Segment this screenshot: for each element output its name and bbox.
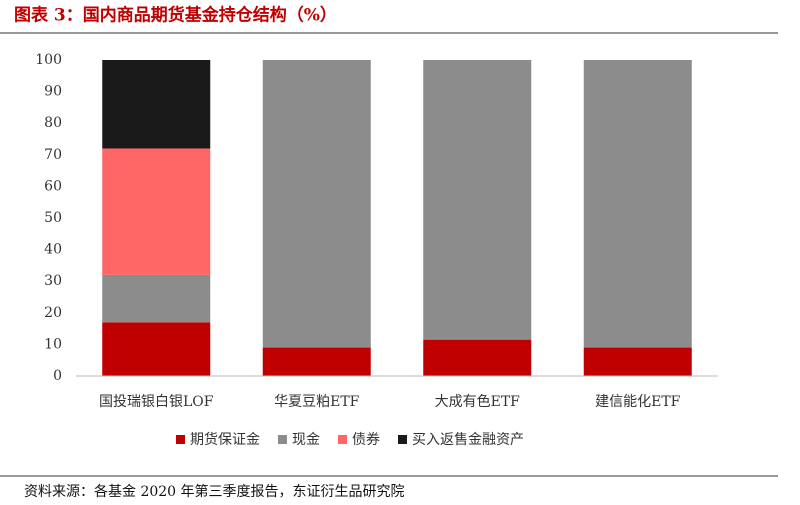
legend-swatch: [176, 435, 185, 444]
legend-swatch: [338, 435, 347, 444]
chart-title: 图表 3：国内商品期货基金持仓结构（%）: [14, 5, 337, 26]
bar-segment: [102, 148, 211, 275]
legend-label: 买入返售金融资产: [412, 432, 524, 448]
x-tick-label: 华夏豆粕ETF: [274, 394, 360, 410]
legend-swatch: [278, 435, 287, 444]
bar-segment: [262, 60, 371, 348]
y-tick-label: 20: [44, 305, 62, 321]
y-tick-label: 90: [44, 84, 62, 100]
y-tick-label: 70: [44, 147, 62, 163]
x-tick-label: 大成有色ETF: [435, 393, 521, 410]
y-tick-label: 40: [44, 242, 62, 258]
bar-segment: [583, 60, 692, 348]
bar-segment: [102, 322, 211, 376]
bar-segment: [102, 60, 211, 149]
bar-segment: [423, 60, 532, 340]
y-tick-label: 30: [44, 273, 62, 289]
bar-segment: [423, 339, 532, 376]
y-tick-label: 50: [44, 210, 62, 226]
y-tick-label: 60: [44, 178, 62, 194]
legend-label: 期货保证金: [190, 431, 260, 448]
bar-segment: [262, 347, 371, 376]
y-tick-label: 0: [53, 368, 62, 384]
legend-label: 债券: [352, 432, 380, 448]
y-tick-label: 100: [35, 52, 62, 68]
y-tick-label: 80: [44, 115, 62, 131]
x-tick-label: 国投瑞银白银LOF: [99, 394, 214, 410]
bar-segment: [102, 274, 211, 323]
source-note: 资料来源：各基金 2020 年第三季度报告，东证衍生品研究院: [24, 483, 405, 500]
bar-segment: [583, 347, 692, 376]
x-tick-label: 建信能化ETF: [595, 394, 681, 410]
legend-swatch: [398, 435, 407, 444]
legend-label: 现金: [292, 432, 320, 448]
y-tick-label: 10: [44, 336, 62, 352]
